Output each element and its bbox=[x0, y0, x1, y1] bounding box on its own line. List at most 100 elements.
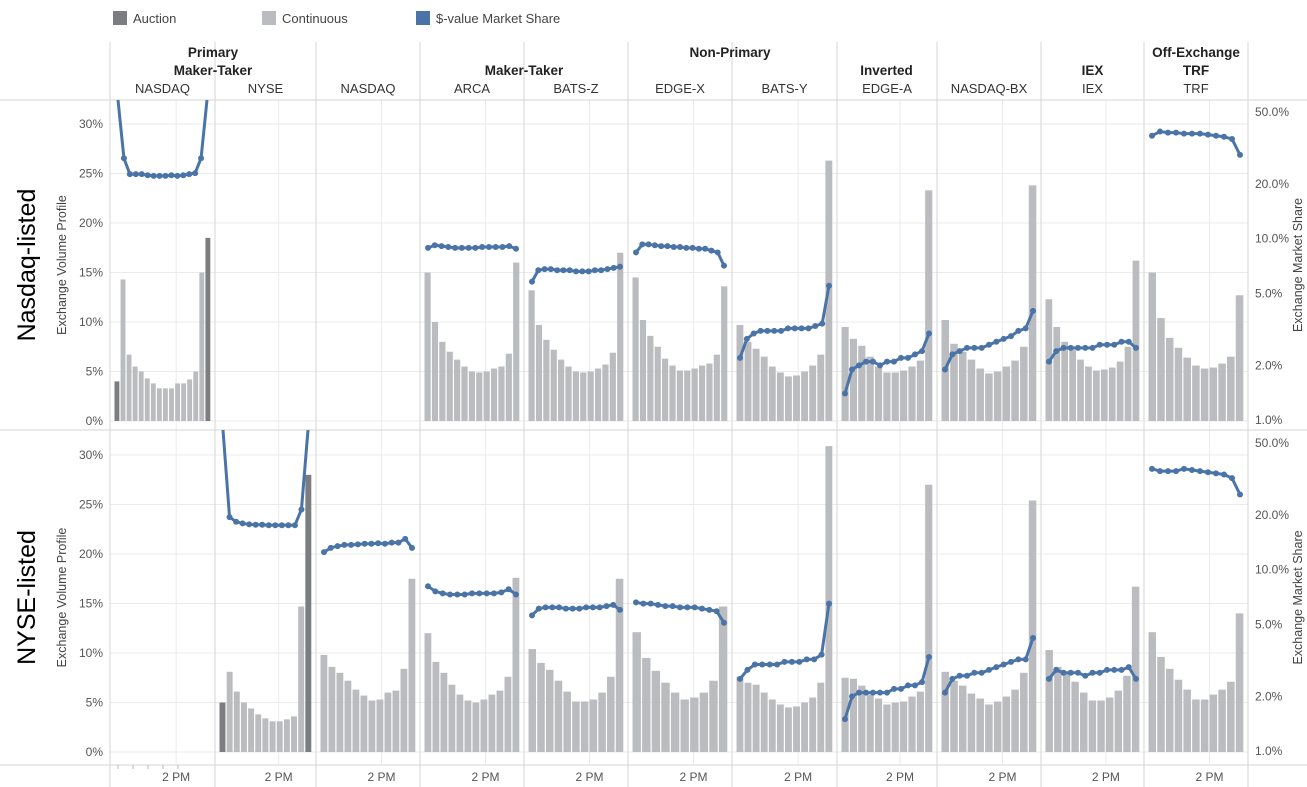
legend-swatch-auction bbox=[113, 11, 127, 25]
market-share-point bbox=[684, 604, 691, 611]
market-share-point bbox=[670, 244, 677, 251]
market-share-point bbox=[978, 669, 985, 676]
market-share-line bbox=[738, 603, 831, 680]
market-share-point bbox=[278, 522, 285, 529]
left-axis-tick: 15% bbox=[79, 597, 103, 611]
market-share-point bbox=[150, 172, 157, 179]
header-subgroup-label: Maker-Taker bbox=[485, 63, 564, 78]
continuous-bar bbox=[721, 286, 728, 421]
continuous-bar bbox=[699, 692, 709, 752]
continuous-bar bbox=[199, 272, 205, 421]
continuous-bar bbox=[891, 702, 899, 752]
continuous-bar bbox=[958, 351, 967, 421]
market-share-point bbox=[617, 263, 623, 270]
continuous-bar bbox=[226, 671, 233, 752]
legend-swatch-continuous bbox=[262, 11, 276, 25]
continuous-bar bbox=[617, 252, 624, 421]
market-share-point bbox=[964, 672, 970, 679]
continuous-bar bbox=[1209, 694, 1218, 752]
continuous-bar bbox=[1148, 272, 1157, 421]
continuous-bar bbox=[594, 368, 602, 421]
continuous-bar bbox=[609, 352, 616, 421]
continuous-bar bbox=[1218, 689, 1226, 752]
market-share-point bbox=[233, 518, 240, 525]
market-share-point bbox=[751, 661, 758, 668]
market-share-point bbox=[1173, 468, 1179, 475]
market-share-point bbox=[1213, 132, 1219, 139]
market-share-point bbox=[505, 586, 512, 593]
continuous-bar bbox=[1028, 185, 1037, 421]
continuous-bar bbox=[1174, 347, 1183, 421]
continuous-bar bbox=[408, 578, 416, 752]
continuous-bar bbox=[916, 360, 924, 421]
market-share-point bbox=[506, 243, 513, 250]
continuous-bar bbox=[768, 366, 776, 421]
market-share-point bbox=[589, 604, 596, 611]
market-share-point bbox=[556, 604, 563, 611]
market-share-point bbox=[1237, 151, 1243, 158]
continuous-bar bbox=[461, 366, 468, 421]
panel-bats-y-nasdaq-listed bbox=[736, 160, 833, 421]
continuous-bar bbox=[276, 721, 283, 752]
left-axis-tick: 30% bbox=[79, 448, 103, 462]
market-share-point bbox=[1104, 341, 1110, 348]
continuous-bar bbox=[580, 701, 589, 752]
market-share-point bbox=[1030, 635, 1036, 642]
market-share-point bbox=[750, 330, 757, 337]
panel-edge-x-nasdaq-listed bbox=[632, 241, 728, 421]
market-share-point bbox=[1111, 341, 1118, 348]
continuous-bar bbox=[572, 701, 580, 752]
continuous-bar bbox=[1077, 359, 1084, 421]
continuous-bar bbox=[1124, 346, 1132, 421]
market-share-point bbox=[1181, 465, 1187, 472]
market-share-point bbox=[465, 244, 472, 251]
right-axis-tick: 10.0% bbox=[1255, 232, 1289, 246]
market-share-point bbox=[891, 358, 897, 365]
continuous-bar bbox=[785, 376, 792, 421]
left-axis-title: Exchange Volume Profile bbox=[55, 195, 69, 335]
continuous-bar bbox=[736, 676, 744, 752]
continuous-bar bbox=[801, 371, 809, 421]
continuous-bar bbox=[132, 366, 138, 421]
market-share-point bbox=[877, 689, 883, 696]
continuous-bar bbox=[817, 682, 825, 752]
market-share-point bbox=[1046, 675, 1052, 682]
venue-label: ARCA bbox=[454, 81, 490, 96]
market-share-point bbox=[651, 242, 658, 249]
header-subgroup-label: TRF bbox=[1183, 63, 1209, 78]
continuous-bar bbox=[1020, 346, 1028, 421]
market-share-point bbox=[856, 362, 862, 369]
market-share-point bbox=[658, 243, 665, 250]
panel-trf-nyse-listed bbox=[1148, 465, 1244, 752]
market-share-point bbox=[683, 244, 690, 251]
market-share-point bbox=[1053, 348, 1060, 355]
continuous-bar bbox=[1218, 363, 1226, 421]
market-share-point bbox=[603, 603, 610, 610]
market-share-point bbox=[583, 604, 590, 611]
market-share-point bbox=[791, 325, 798, 332]
continuous-bar bbox=[545, 669, 554, 752]
continuous-bar bbox=[554, 680, 563, 752]
market-share-point bbox=[491, 590, 497, 597]
continuous-bar bbox=[752, 348, 760, 421]
left-axis-tick: 5% bbox=[86, 365, 104, 379]
header-group-label: Primary bbox=[188, 45, 239, 60]
market-share-point bbox=[409, 544, 415, 551]
market-share-point bbox=[1008, 658, 1014, 665]
continuous-bar bbox=[793, 375, 800, 421]
axes: 0% 5% 10% 15% 20% 25% 30% 1.0% 2.0% 5.0% 10.0% 20.0… bbox=[13, 105, 1305, 784]
continuous-bar bbox=[709, 680, 718, 752]
market-share-point bbox=[458, 244, 465, 251]
header-group-label: Non-Primary bbox=[689, 45, 771, 60]
market-share-line bbox=[221, 429, 310, 527]
market-share-point bbox=[1229, 135, 1235, 142]
continuous-bar bbox=[464, 700, 472, 752]
continuous-bar bbox=[120, 279, 126, 421]
x-axis-tick: 2 PM bbox=[576, 770, 604, 784]
continuous-bar bbox=[440, 672, 448, 752]
market-share-point bbox=[174, 172, 181, 179]
continuous-bar bbox=[181, 383, 187, 421]
continuous-bar bbox=[1002, 696, 1011, 752]
market-share-point bbox=[252, 521, 259, 528]
